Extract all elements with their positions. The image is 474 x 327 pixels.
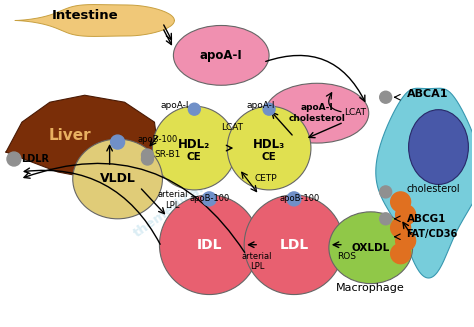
Text: LCAT: LCAT (344, 108, 366, 117)
Text: Intestine: Intestine (51, 9, 118, 22)
Text: CE: CE (262, 152, 276, 162)
Text: apoB-100: apoB-100 (279, 194, 319, 203)
Ellipse shape (73, 139, 163, 219)
Text: arterial
LPL: arterial LPL (157, 190, 188, 210)
Ellipse shape (173, 26, 269, 85)
Text: apoB-100: apoB-100 (137, 135, 178, 144)
Circle shape (396, 205, 416, 225)
Text: apoB-100: apoB-100 (189, 194, 229, 203)
Ellipse shape (227, 106, 311, 190)
Circle shape (7, 152, 21, 166)
Text: CETP: CETP (254, 174, 277, 183)
Ellipse shape (265, 83, 369, 143)
Circle shape (380, 91, 392, 103)
Circle shape (287, 192, 301, 206)
Text: CE: CE (187, 152, 202, 162)
Text: ABCG1: ABCG1 (407, 214, 446, 224)
Circle shape (142, 153, 154, 165)
Text: Macrophage: Macrophage (337, 283, 405, 293)
Polygon shape (376, 88, 474, 278)
Circle shape (391, 218, 410, 238)
Text: LDLR: LDLR (21, 154, 49, 164)
Text: apoA-I
cholesterol: apoA-I cholesterol (289, 103, 346, 123)
Text: arterial
LPL: arterial LPL (242, 252, 273, 271)
Text: IDL: IDL (197, 238, 222, 252)
Text: HDL₃: HDL₃ (253, 138, 285, 150)
Text: cholesterol: cholesterol (407, 184, 460, 194)
Text: SR-B1: SR-B1 (154, 149, 181, 159)
Ellipse shape (329, 212, 412, 284)
Circle shape (188, 103, 201, 115)
Text: LDL: LDL (279, 238, 309, 252)
Ellipse shape (244, 195, 344, 295)
Polygon shape (6, 95, 157, 179)
Circle shape (396, 231, 416, 251)
Text: ROS: ROS (337, 252, 356, 261)
Text: LCAT: LCAT (221, 123, 243, 132)
Circle shape (380, 213, 392, 225)
Circle shape (142, 149, 154, 161)
Text: themedicalbiochemistrypage.org: themedicalbiochemistrypage.org (131, 88, 341, 240)
Ellipse shape (159, 195, 259, 295)
Circle shape (391, 244, 410, 264)
Text: Liver: Liver (48, 128, 91, 143)
Ellipse shape (409, 110, 468, 184)
Circle shape (263, 103, 275, 115)
Circle shape (202, 192, 216, 206)
Text: OXLDL: OXLDL (352, 243, 390, 253)
Text: FAT/CD36: FAT/CD36 (407, 229, 458, 239)
Text: apoA-I: apoA-I (200, 49, 243, 62)
Ellipse shape (153, 106, 236, 190)
Text: apoA-I: apoA-I (160, 101, 189, 110)
Text: HDL₂: HDL₂ (178, 138, 210, 150)
Text: ABCA1: ABCA1 (407, 89, 448, 99)
Text: apoA-I: apoA-I (247, 101, 275, 110)
Text: VLDL: VLDL (100, 172, 136, 185)
Circle shape (110, 135, 125, 149)
Circle shape (391, 192, 410, 212)
Polygon shape (15, 5, 174, 36)
Circle shape (380, 186, 392, 198)
